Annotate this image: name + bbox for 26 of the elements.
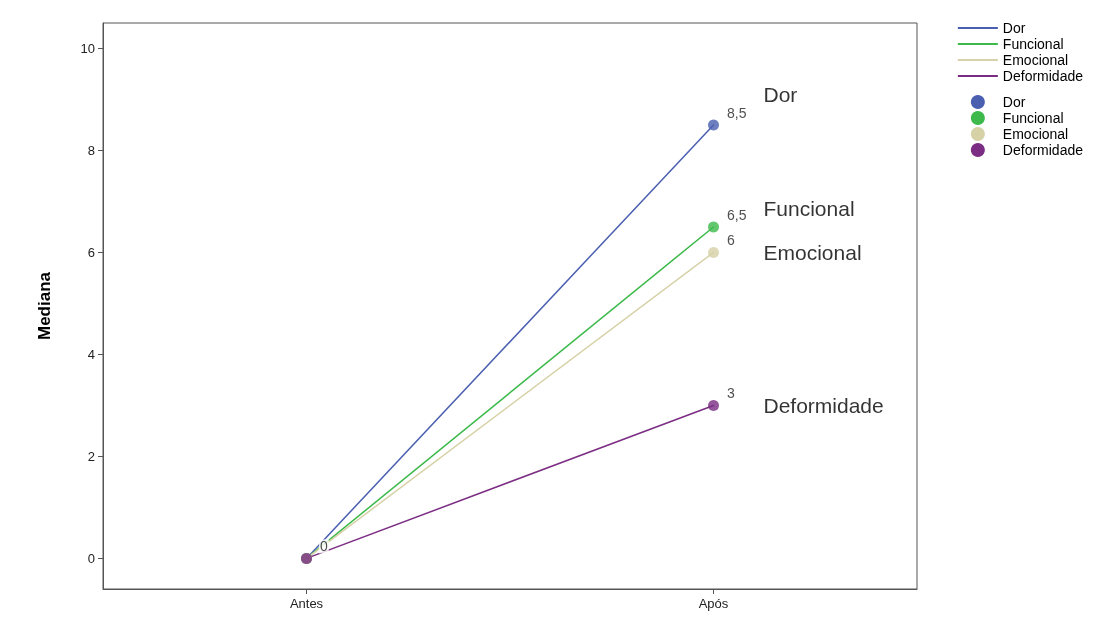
data-label: 8,5	[727, 104, 747, 121]
annotation: Deformidade	[763, 393, 884, 417]
x-tick-label: Antes	[289, 596, 324, 611]
text: Funcional	[1002, 36, 1064, 52]
y-tick-label: 0	[87, 550, 95, 566]
text: Deformidade	[1002, 68, 1083, 84]
data-label: 3	[727, 385, 735, 402]
legend-label: Emocional	[1002, 126, 1069, 142]
y-tick-label: 6	[87, 244, 95, 260]
data-label: 0	[320, 538, 328, 555]
y-tick-label: 10	[80, 41, 95, 56]
legend-label: Deformidade	[1002, 142, 1084, 158]
legend-label: Funcional	[1002, 110, 1064, 126]
annotation: Funcional	[763, 197, 855, 221]
annotation: Emocional	[763, 240, 862, 264]
y-tick-label: 4	[87, 346, 95, 362]
y-axis-title: Mediana	[35, 271, 54, 341]
y-tick-label: 2	[87, 448, 95, 464]
legend-label: Dor	[1002, 94, 1026, 110]
annotation: Dor	[763, 83, 798, 107]
data-label: 6,5	[727, 206, 747, 223]
text: Dor	[1002, 20, 1026, 36]
y-tick-label: 8	[87, 142, 95, 158]
text: Emocional	[1002, 52, 1069, 68]
data-label: 6	[727, 232, 735, 249]
x-tick-label: Após	[698, 596, 729, 611]
